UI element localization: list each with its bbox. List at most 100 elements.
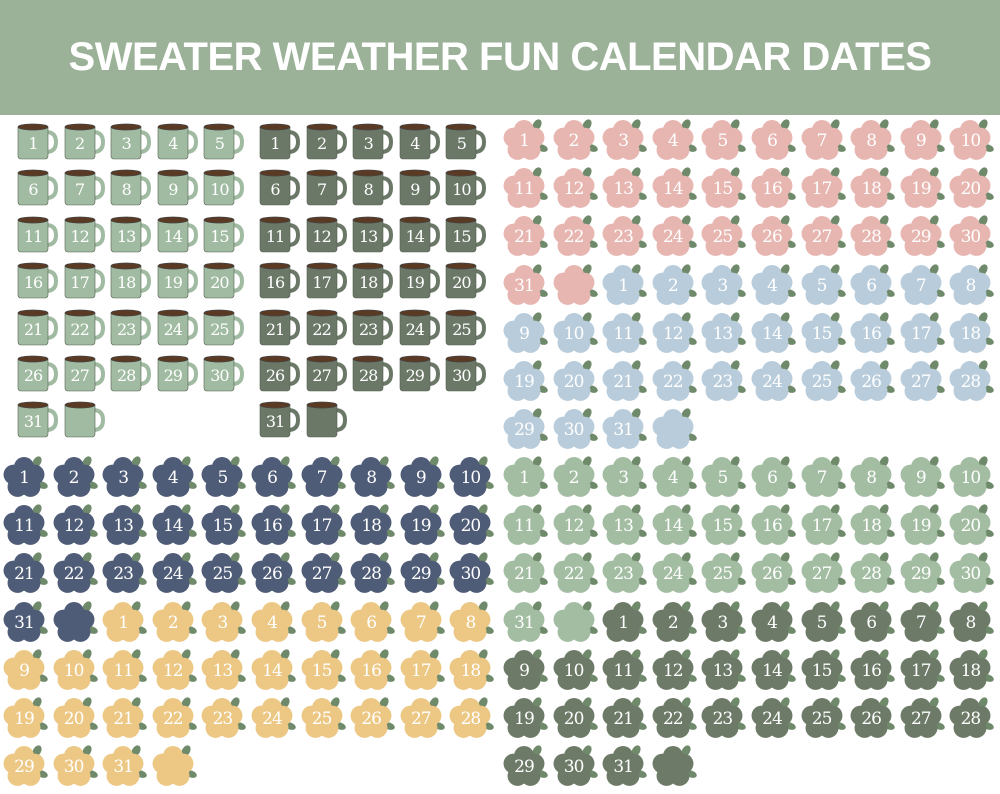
date-number: 10 [960,468,982,488]
flower-icon [602,601,647,642]
flower-icon [602,745,647,787]
mug-icon [306,169,347,206]
flower-icon [152,552,197,594]
date-number: 2 [167,612,179,633]
date-number: 20 [960,179,982,200]
date-number: 5 [217,468,228,488]
date-number: 18 [960,660,982,681]
date-number: 1 [28,134,38,153]
date-number: 25 [811,709,833,729]
date-number: 5 [816,275,828,296]
date-number: 23 [117,319,136,339]
date-number: 8 [866,468,877,488]
date-number: 3 [363,134,374,153]
date-number: 3 [717,612,728,633]
flower-icon [553,264,598,305]
mug-icon [64,169,105,206]
flower-icon [503,119,548,160]
date-number: 3 [121,134,132,153]
date-number: 8 [965,275,976,296]
date-number: 9 [915,131,927,151]
flower-icon [400,601,445,642]
mug-icon [259,309,301,345]
mug-icon [64,216,105,253]
date-number: 21 [514,564,535,585]
date-number: 24 [662,564,684,585]
flower-icon [701,601,747,642]
date-number: 1 [519,131,530,151]
date-number: 30 [960,564,982,585]
date-number: 7 [915,612,927,633]
date-number: 16 [262,516,283,537]
date-number: 13 [359,226,378,246]
date-number: 17 [312,273,331,293]
date-number: 16 [265,273,285,293]
flower-icon [301,649,346,690]
date-number: 1 [519,468,530,488]
flower-icon [251,552,296,594]
flower-icon [553,360,598,401]
flower-icon [652,264,697,305]
date-number: 30 [452,366,471,385]
flower-icon [301,601,346,642]
flower-icon [503,456,548,497]
date-number: 6 [366,612,377,633]
date-number: 5 [214,134,225,153]
date-number: 17 [811,179,833,200]
flower-icon [602,697,647,738]
date-number: 7 [317,180,327,200]
flower-icon [301,552,346,594]
flower-icon [3,504,48,546]
flower-icon [850,552,895,594]
date-number: 31 [113,757,134,778]
flower-icon [751,360,796,401]
date-number: 28 [117,366,136,385]
date-number: 5 [456,134,467,153]
date-number: 28 [361,564,382,585]
date-number: 3 [618,468,629,488]
flower-icon [503,408,548,450]
mug-icon [203,216,245,253]
date-number: 1 [618,612,629,633]
flower-icon [400,552,445,594]
flower-icon [553,649,598,690]
flower-icon [503,264,548,305]
date-number: 31 [613,420,634,441]
mug-icon [64,123,105,160]
flower-icon [949,552,995,594]
date-number: 13 [212,660,234,681]
flower-icon [3,745,48,787]
date-number: 16 [23,273,43,293]
date-number: 7 [75,180,85,200]
flower-icon [152,504,197,546]
flower-icon [652,745,697,787]
date-number: 14 [762,323,783,344]
flower-icon [350,697,395,738]
date-number: 28 [861,227,882,248]
date-number: 30 [460,564,482,585]
mug-icon [306,123,347,160]
flower-icon [801,167,846,209]
mug-icon [259,169,301,206]
date-number: 9 [915,468,927,488]
date-number: 18 [361,516,382,537]
flower-icon [449,649,495,690]
flower-icon [503,649,548,690]
date-number: 23 [613,564,634,585]
flower-icon [652,601,697,642]
date-number: 2 [568,131,580,151]
date-number: 12 [312,226,331,246]
date-number: 13 [613,516,634,537]
date-number: 27 [312,366,331,385]
date-number: 23 [212,709,234,729]
mug-icon [399,355,440,392]
date-number: 28 [861,564,882,585]
flower-icon [602,215,647,257]
date-number: 29 [405,366,425,385]
mug-icon [17,401,59,438]
date-number: 29 [514,420,535,441]
date-number: 20 [563,372,585,392]
flower-icon [900,552,945,594]
flower-icon [701,312,747,353]
date-number: 30 [563,757,585,778]
